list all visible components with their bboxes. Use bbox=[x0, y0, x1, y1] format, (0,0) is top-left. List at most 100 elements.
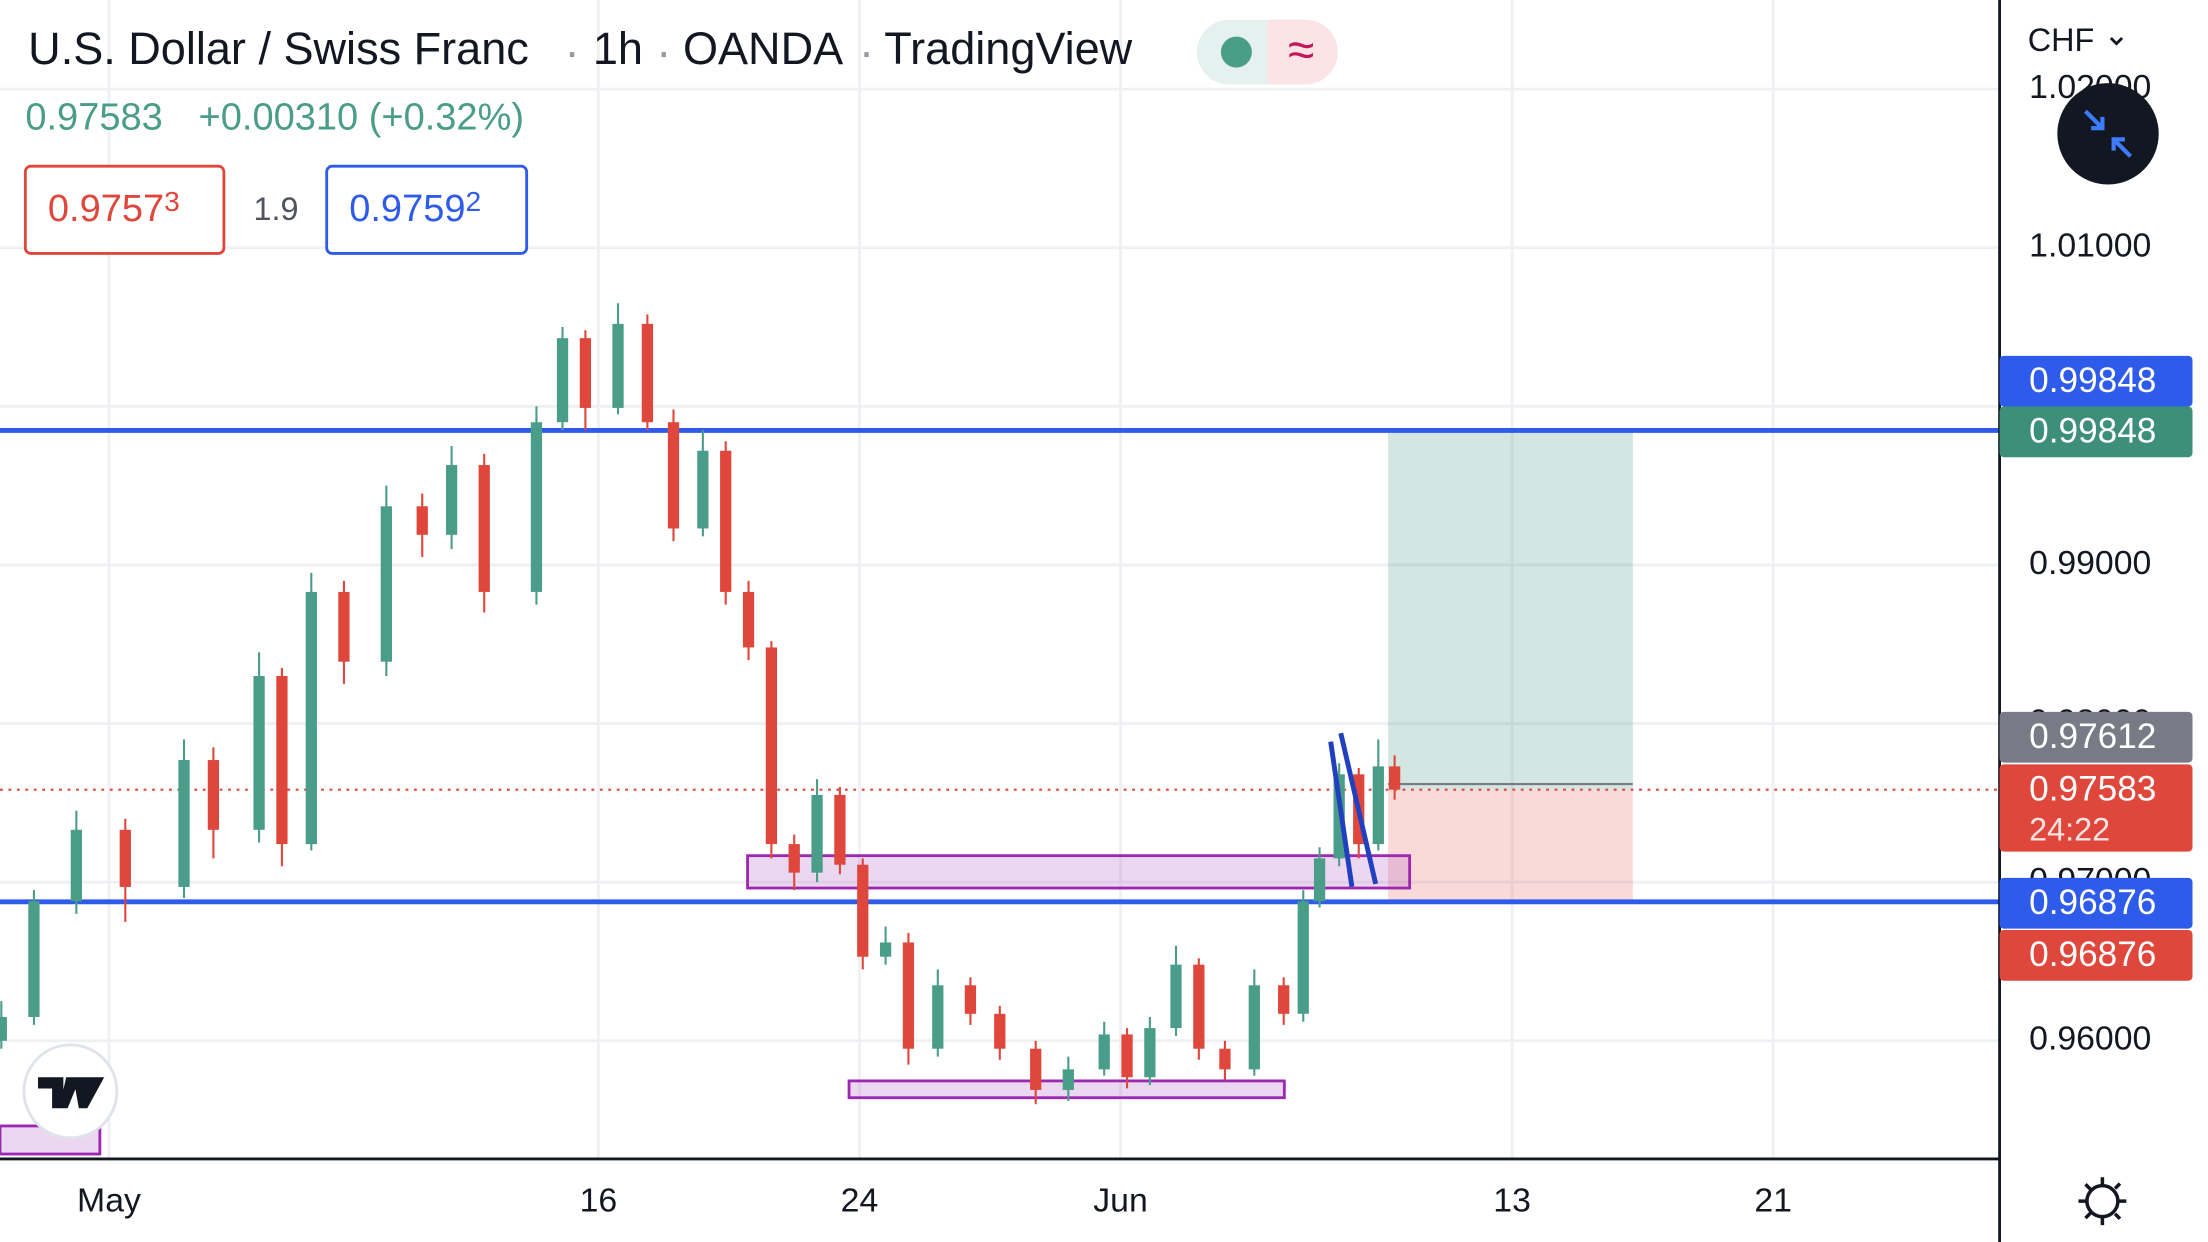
candle-body bbox=[276, 675, 288, 845]
candle-body bbox=[834, 794, 846, 865]
x-tick-label: 24 bbox=[841, 1181, 879, 1219]
price-badge bbox=[1999, 355, 2193, 407]
candle-body bbox=[742, 591, 755, 648]
candle-body bbox=[811, 794, 823, 873]
grid bbox=[0, 0, 2000, 1158]
separator: · bbox=[565, 26, 580, 77]
ask-pip: 2 bbox=[466, 187, 482, 218]
candle-body bbox=[641, 323, 654, 423]
currency[interactable]: CHF bbox=[2028, 22, 2095, 58]
candle-body bbox=[305, 591, 317, 845]
x-tick-label: May bbox=[77, 1181, 141, 1219]
sell-button[interactable] bbox=[23, 164, 226, 255]
buy-button[interactable] bbox=[325, 164, 529, 255]
y-tick-label: 1.01000 bbox=[2029, 227, 2151, 265]
status-pill-right bbox=[1267, 19, 1338, 85]
candle-body bbox=[0, 1016, 7, 1041]
candle-body bbox=[1388, 766, 1401, 790]
candle-body bbox=[338, 591, 350, 662]
candle-body bbox=[530, 422, 543, 592]
trend-line bbox=[1328, 741, 1355, 887]
broker: OANDA bbox=[683, 23, 843, 74]
price-badge bbox=[1999, 711, 2193, 763]
separator: · bbox=[859, 26, 874, 77]
candle-body bbox=[1170, 964, 1182, 1029]
y-tick-label: 0.96000 bbox=[2029, 1020, 2151, 1058]
candle-body bbox=[1297, 901, 1309, 1014]
x-tick-label: 13 bbox=[1493, 1181, 1531, 1219]
candle-body bbox=[1144, 1028, 1156, 1078]
candle-body bbox=[556, 338, 569, 423]
candle-body bbox=[178, 760, 190, 887]
candle-body bbox=[964, 985, 977, 1014]
candle-body bbox=[879, 942, 892, 957]
status-icon: ≈ bbox=[1288, 24, 1314, 77]
y-tick-label: 0.99000 bbox=[2029, 544, 2151, 582]
header: U.S. Dollar / Swiss Franc · 1h · OANDA ·… bbox=[23, 19, 1338, 255]
candle-body bbox=[1278, 985, 1290, 1014]
zone bbox=[746, 854, 1412, 890]
candle-body bbox=[1121, 1034, 1133, 1078]
price-badge bbox=[1999, 764, 2193, 852]
price-badge-label: 0.97583 bbox=[2029, 769, 2156, 808]
plot-area bbox=[0, 303, 2000, 1156]
candle-body bbox=[932, 985, 944, 1049]
candle-body bbox=[1372, 766, 1384, 845]
candle-body bbox=[902, 942, 915, 1049]
price-badge bbox=[1999, 877, 2193, 929]
price-badge-label: 0.96876 bbox=[2029, 883, 2156, 922]
candle-body bbox=[207, 760, 220, 830]
price-badge-label: 0.99848 bbox=[2029, 361, 2156, 400]
countdown: 24:22 bbox=[2029, 811, 2110, 847]
candle-body bbox=[1313, 858, 1326, 902]
price-badge bbox=[1999, 929, 2193, 981]
collapse-icon bbox=[2083, 109, 2133, 158]
candle-body bbox=[788, 844, 800, 873]
trend-line bbox=[1338, 732, 1379, 885]
target-zone bbox=[1388, 430, 1633, 790]
candle-body bbox=[994, 1013, 1006, 1049]
candle-body bbox=[119, 829, 131, 887]
stop-zone bbox=[1388, 789, 1633, 902]
candle-body bbox=[667, 422, 680, 529]
price-badge-label: 0.97612 bbox=[2029, 717, 2156, 756]
candle-body bbox=[253, 675, 265, 830]
candle-body bbox=[612, 323, 624, 408]
candle-body bbox=[416, 506, 428, 535]
candle-body bbox=[720, 450, 732, 592]
separator: · bbox=[656, 26, 671, 77]
bid-price: 0.97573 bbox=[48, 187, 180, 231]
ask-price: 0.97592 bbox=[349, 187, 481, 231]
candle-body bbox=[28, 901, 40, 1017]
price-badge-label: 0.96876 bbox=[2029, 935, 2156, 974]
candle-body bbox=[1248, 985, 1260, 1070]
price-badge bbox=[1999, 406, 2193, 458]
currency-caret bbox=[2109, 37, 2124, 46]
candle-body bbox=[70, 829, 82, 902]
candle-body bbox=[380, 506, 392, 662]
price-change: +0.00310 (+0.32%) bbox=[199, 97, 525, 139]
bid-pip: 3 bbox=[164, 187, 180, 218]
x-tick-label: 16 bbox=[580, 1181, 618, 1219]
candle-body bbox=[1030, 1048, 1042, 1090]
logo bbox=[38, 1077, 105, 1109]
candle-body bbox=[478, 465, 490, 592]
bid-main: 0.9757 bbox=[48, 188, 164, 230]
candle-body bbox=[1193, 964, 1205, 1049]
candle-body bbox=[697, 450, 709, 529]
candle-body bbox=[579, 338, 592, 408]
candle-body bbox=[445, 465, 458, 535]
ask-main: 0.9759 bbox=[349, 188, 465, 230]
spread: 1.9 bbox=[253, 191, 298, 227]
platform: TradingView bbox=[884, 23, 1132, 74]
x-tick-label: 21 bbox=[1754, 1181, 1792, 1219]
candle-body bbox=[765, 647, 778, 845]
candle-body bbox=[1098, 1034, 1110, 1070]
candle-body bbox=[1062, 1069, 1074, 1090]
settings-icon[interactable] bbox=[2085, 1183, 2120, 1219]
status-dot bbox=[1220, 36, 1252, 68]
collapse-button[interactable] bbox=[2057, 83, 2159, 185]
last-price: 0.97583 bbox=[25, 97, 162, 139]
